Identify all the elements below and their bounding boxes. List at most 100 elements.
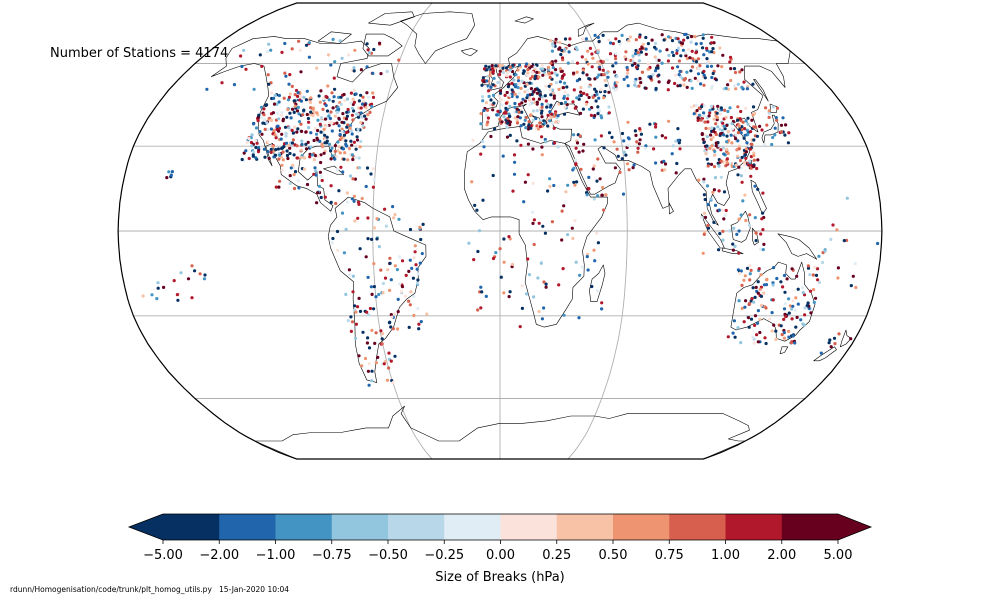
station-marker <box>750 142 754 147</box>
station-marker <box>607 111 611 115</box>
station-marker <box>709 133 713 137</box>
station-marker <box>709 64 714 68</box>
station-marker <box>705 57 709 61</box>
station-marker <box>765 123 769 127</box>
station-marker <box>364 184 368 189</box>
colorbar-tick-label: 1.00 <box>711 548 740 563</box>
station-marker <box>731 242 735 246</box>
station-marker <box>712 41 716 45</box>
station-marker <box>795 315 799 319</box>
colorbar-tick-label: −0.50 <box>368 548 408 563</box>
station-marker <box>726 130 731 134</box>
station-marker <box>292 99 296 103</box>
station-marker <box>287 82 291 86</box>
station-marker <box>814 273 819 277</box>
station-marker <box>751 105 756 109</box>
station-marker <box>487 89 491 93</box>
station-marker <box>367 51 371 55</box>
station-marker <box>702 111 706 115</box>
station-marker <box>368 110 372 114</box>
station-marker <box>699 118 703 122</box>
station-marker <box>554 68 558 72</box>
station-marker <box>648 122 652 126</box>
station-marker <box>302 167 306 171</box>
station-marker <box>564 100 568 104</box>
station-marker <box>707 114 711 118</box>
station-marker <box>314 173 318 177</box>
station-marker <box>650 38 654 42</box>
station-marker <box>302 156 307 160</box>
station-marker <box>179 271 183 275</box>
colorbar-tick-label: 2.00 <box>767 548 796 563</box>
station-marker <box>344 292 348 296</box>
station-marker <box>696 72 701 76</box>
station-marker <box>535 100 539 104</box>
station-marker <box>190 296 194 300</box>
station-marker <box>685 85 689 89</box>
station-marker <box>708 146 712 150</box>
station-marker <box>581 71 585 75</box>
station-marker <box>479 285 483 289</box>
station-marker <box>602 96 606 100</box>
station-marker <box>559 69 563 73</box>
station-marker <box>378 41 382 45</box>
station-marker <box>734 133 738 137</box>
station-marker <box>633 129 638 133</box>
station-marker <box>746 122 750 126</box>
station-marker <box>371 91 375 95</box>
station-marker <box>523 99 528 103</box>
station-marker <box>566 183 570 187</box>
station-marker <box>566 233 570 237</box>
station-marker <box>330 146 334 150</box>
station-marker <box>337 124 341 128</box>
station-marker <box>502 237 506 241</box>
station-marker <box>533 87 537 92</box>
station-marker <box>806 264 811 268</box>
station-marker <box>820 260 825 265</box>
station-marker <box>803 313 807 317</box>
station-marker <box>562 204 566 208</box>
station-marker <box>608 52 613 56</box>
station-marker <box>537 75 541 79</box>
station-marker <box>170 170 174 174</box>
station-marker <box>531 109 536 113</box>
station-marker <box>835 228 839 232</box>
station-marker <box>389 278 393 282</box>
station-marker <box>700 105 704 109</box>
station-marker <box>292 173 296 177</box>
station-marker <box>407 299 411 303</box>
station-marker <box>705 184 710 188</box>
station-marker <box>396 297 400 301</box>
station-marker <box>694 42 698 46</box>
station-marker <box>693 35 697 39</box>
station-marker <box>757 267 761 271</box>
station-marker <box>752 125 756 129</box>
station-marker <box>663 162 668 166</box>
station-marker <box>557 87 561 91</box>
station-marker <box>614 52 618 56</box>
station-marker <box>588 107 592 111</box>
station-marker <box>323 195 327 199</box>
station-marker <box>596 50 600 54</box>
station-marker <box>837 332 841 336</box>
station-marker <box>485 108 490 112</box>
station-marker <box>701 114 705 118</box>
station-marker <box>586 49 590 53</box>
station-marker <box>747 223 752 227</box>
station-marker <box>176 298 180 302</box>
station-marker <box>416 278 420 282</box>
station-marker <box>340 120 344 124</box>
station-marker <box>335 229 340 234</box>
station-marker <box>286 156 290 161</box>
station-marker <box>339 165 343 169</box>
colorbar-tick-label: −5.00 <box>143 548 183 563</box>
station-marker <box>513 101 517 106</box>
station-marker <box>739 109 743 114</box>
station-marker <box>607 90 611 94</box>
station-marker <box>752 341 756 345</box>
station-marker <box>718 232 722 236</box>
station-marker <box>491 173 495 178</box>
station-marker <box>549 103 553 107</box>
station-marker <box>555 73 559 77</box>
station-marker <box>340 56 344 60</box>
